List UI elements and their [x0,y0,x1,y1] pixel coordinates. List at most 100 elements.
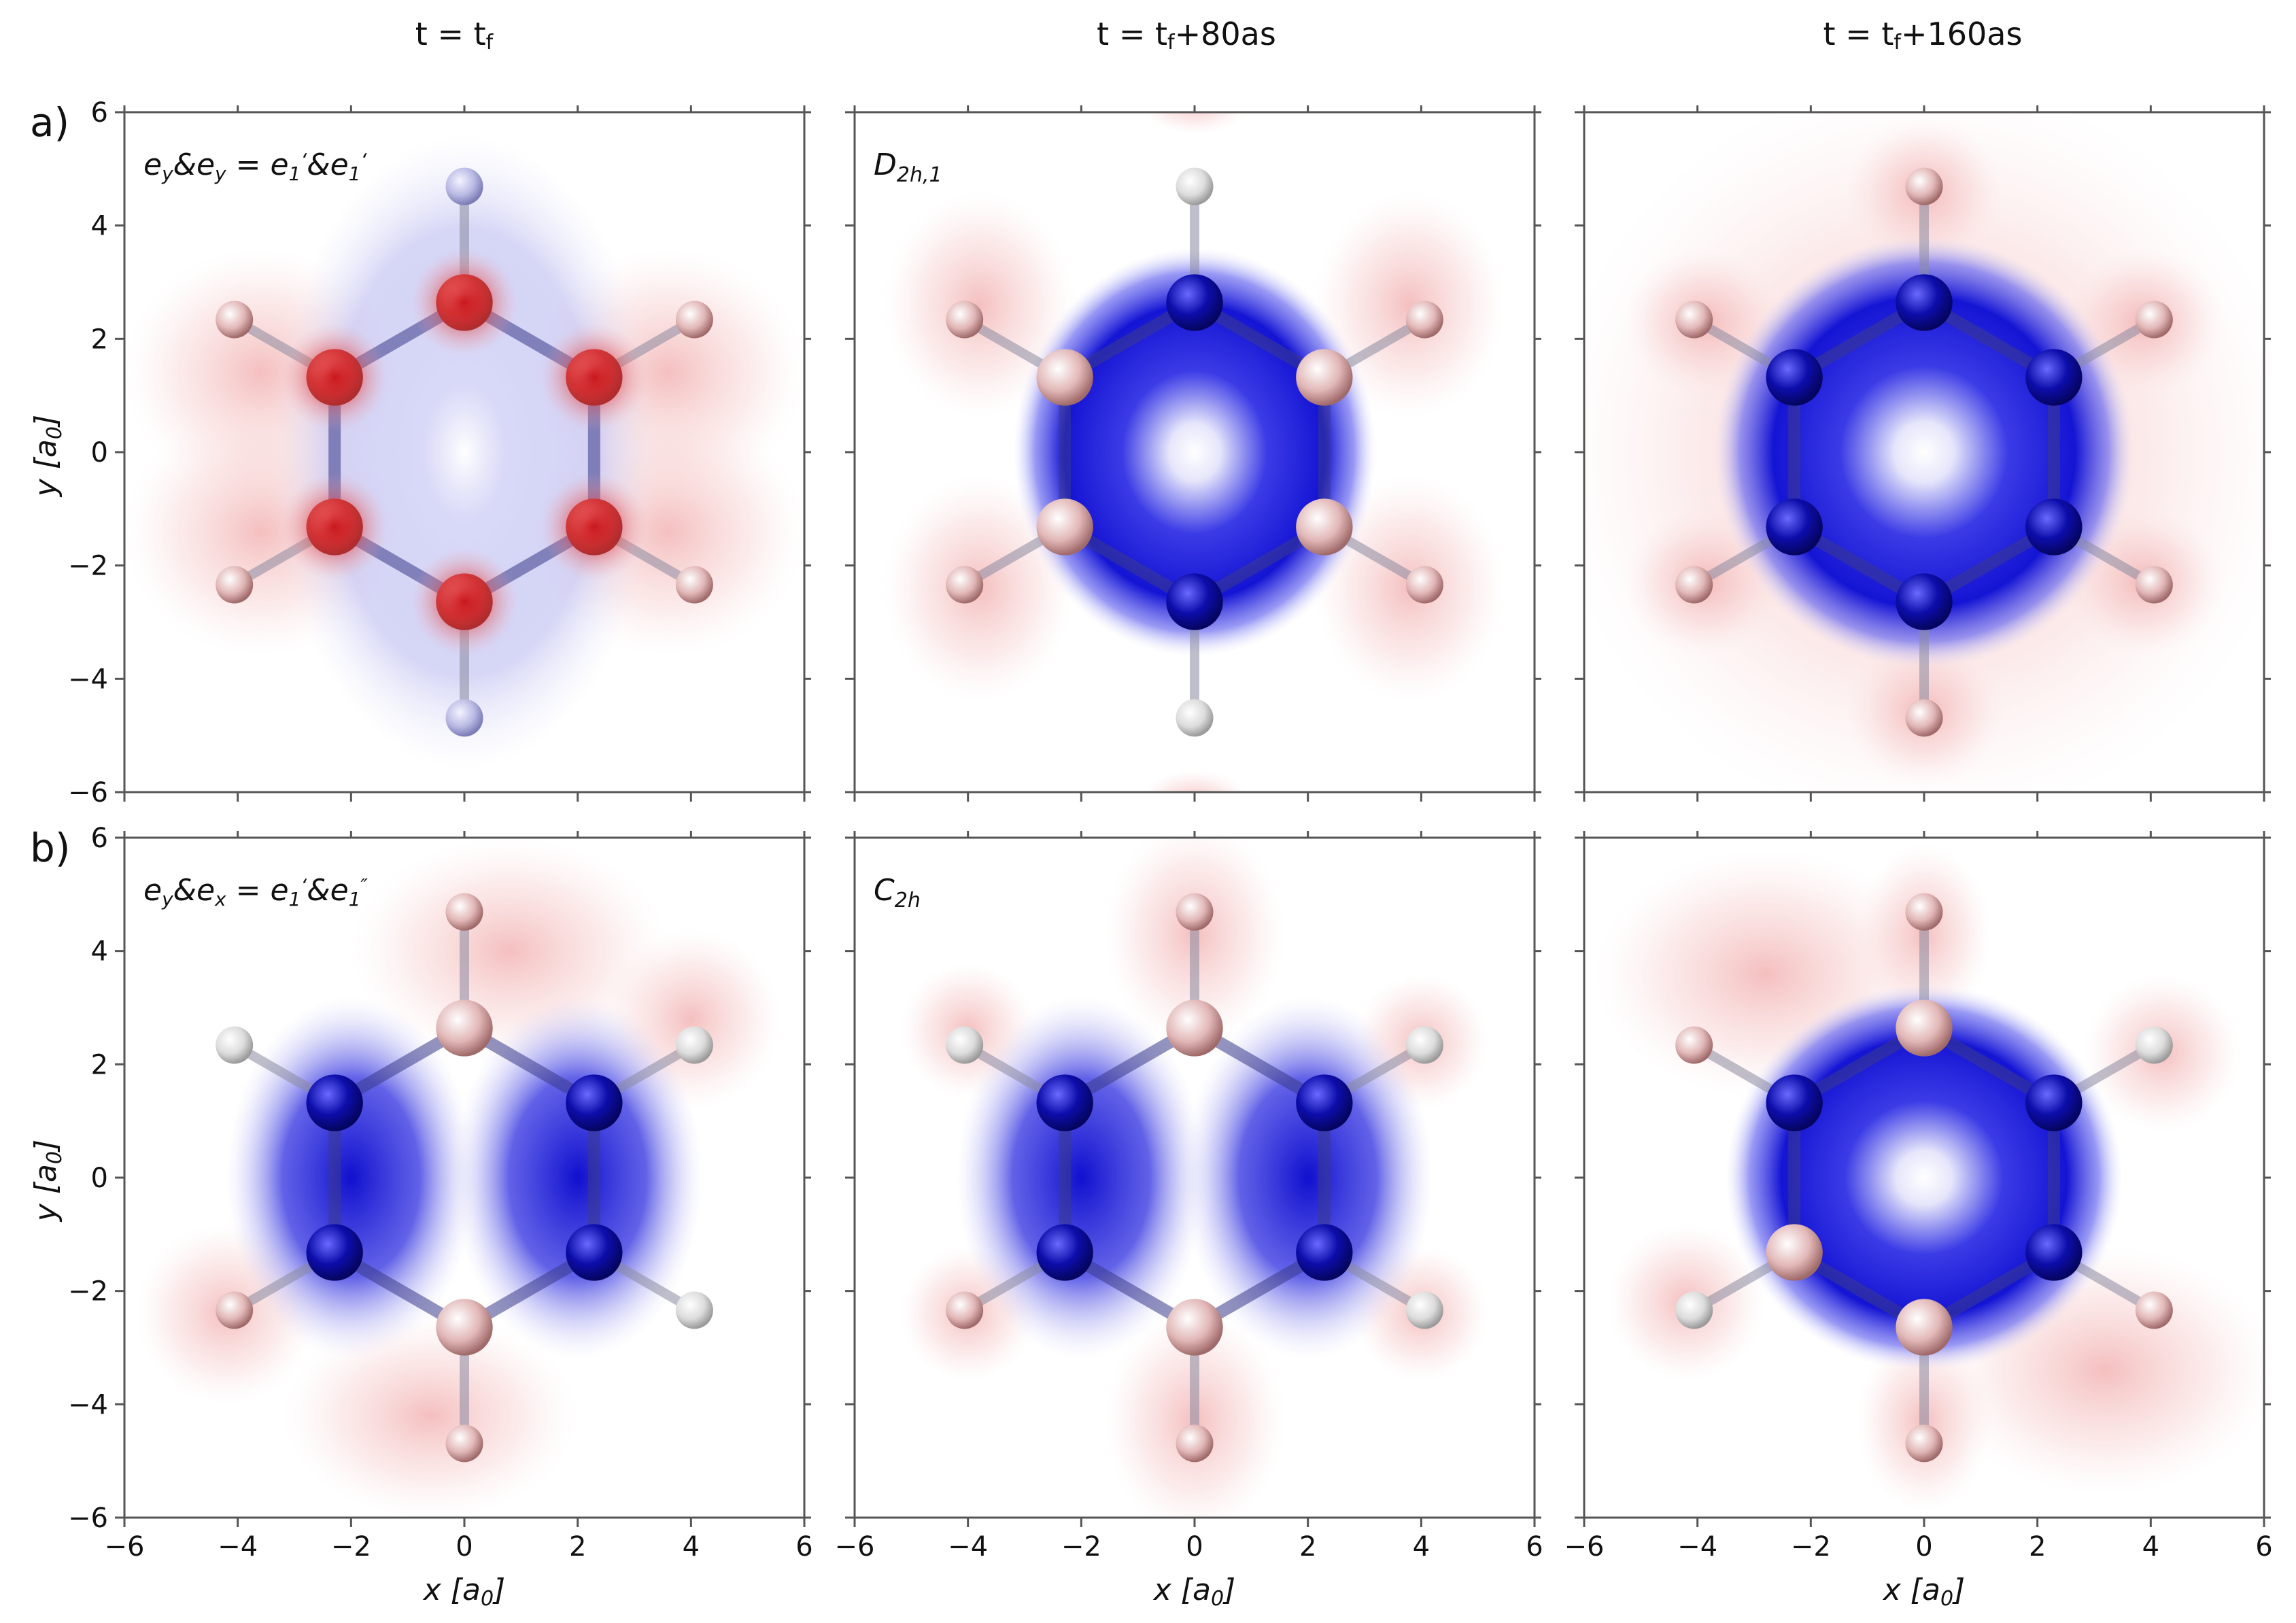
hydrogen-atom [1675,566,1713,604]
hydrogen-atom [675,1026,713,1064]
negative-density [226,996,476,1359]
hydrogen-atom [946,1291,984,1329]
hydrogen-atom [1405,1291,1443,1329]
y-tick-label: −6 [68,777,108,808]
hydrogen-atom [1405,566,1443,604]
atoms [1675,167,2173,737]
hydrogen-atom [675,301,713,339]
x-tick-label: −2 [1061,1531,1101,1562]
x-tick-label: 0 [456,1531,473,1562]
positive-lobe [1314,191,1507,418]
negative-density [957,996,1206,1359]
negative-density [1714,237,2134,668]
panels: −6 −4 −2 0 2 4 6 ey&ey = e1‘&e1‘ D2h,1 −6 −4 −2 0 2 4 6… [68,97,2273,1562]
panel-a-1: −6 −4 −2 0 2 4 6 ey&ey = e1‘&e1‘ [68,97,811,808]
y-tick-label: 6 [91,97,108,129]
x-tick-label: 6 [1526,1531,1543,1562]
carbon-atom [1036,349,1093,406]
x-tick-label: −4 [948,1531,988,1562]
hydrogen-atom [1905,1424,1943,1463]
positive-lobe [540,473,648,581]
carbon-atom [1166,1299,1223,1356]
density-field [124,838,804,1518]
carbon-atom [1896,1299,1953,1356]
panel-label: ey&ey = e1‘&e1‘ [143,148,367,185]
carbon-atom [1296,498,1353,556]
hydrogen-atom [2135,301,2173,339]
density-field [855,112,1535,792]
hydrogen-atom [2135,1291,2173,1329]
x-tick-label: 2 [1299,1531,1316,1562]
panel-label: D2h,1 [874,148,942,187]
carbon-atom [2025,498,2083,556]
density-field [124,112,804,792]
hydrogen-atom [1905,699,1943,737]
column-title-2: t = tf+80as [1097,16,1276,54]
carbon-atom [1296,349,1353,406]
positive-lobe [281,473,389,581]
panel-b-2: −6 −4 −2 0 2 4 6 C2h [835,831,1543,1562]
y-tick-label: 2 [91,1049,108,1080]
hydrogen-atom [1675,301,1713,339]
hydrogen-atom [1176,699,1214,737]
carbon-atom [2025,349,2083,406]
row-label-b: b) [30,825,70,871]
hydrogen-atom [946,1026,984,1064]
carbon-atom [2025,1074,2083,1131]
y-tick-label: −2 [68,1276,108,1308]
column-title-1: t = tf [415,16,494,54]
atoms [216,893,713,1463]
positive-lobe [410,248,519,357]
carbon-atom [306,1074,363,1131]
x-tick-label: 2 [2029,1531,2046,1562]
x-tick-label: −6 [835,1531,875,1562]
carbon-atom [1766,1074,1823,1131]
carbon-atom [1166,274,1223,331]
y-axis-label-row-b: y [a0] [29,1140,67,1223]
hydrogen-atom [675,1291,713,1329]
x-tick-label: 2 [569,1531,586,1562]
x-axis-label-col-2: x [a0] [1152,1573,1235,1611]
x-axis-label-col-1: x [a0] [422,1573,505,1611]
carbon-atom [1896,1000,1953,1057]
positive-lobe [1141,112,1248,135]
carbon-atom [1166,573,1223,630]
panel-label: C2h [874,873,921,912]
x-tick-label: −4 [1677,1531,1717,1562]
x-tick-label: 0 [1186,1531,1203,1562]
density-field [855,838,1535,1518]
density-field [1584,838,2264,1518]
carbon-atom [566,1224,623,1281]
x-tick-label: 6 [2255,1531,2272,1562]
positive-lobe [410,547,519,656]
x-tick-label: 4 [2142,1531,2159,1562]
carbon-atom [436,1299,493,1356]
atoms [946,167,1443,737]
y-axis-label-row-a: y [a0] [29,415,67,498]
carbon-atom [1766,349,1823,406]
x-axis-label-col-3: x [a0] [1882,1573,1965,1611]
x-tick-label: 6 [795,1531,812,1562]
x-tick-label: −4 [218,1531,258,1562]
x-tick-label: −2 [1791,1531,1831,1562]
carbon-atom [1036,1224,1093,1281]
hydrogen-atom [445,1424,483,1463]
hydrogen-atom [946,566,984,604]
hydrogen-atom [1176,167,1214,205]
y-tick-label: −4 [68,664,108,695]
carbon-atom [306,1224,363,1281]
hydrogen-atom [1905,893,1943,931]
carbon-atom [566,1074,623,1131]
x-tick-label: −6 [1564,1531,1605,1562]
row-label-a: a) [30,99,69,146]
panel-b-3: −6 −4 −2 0 2 4 6 [1564,831,2273,1562]
x-tick-label: 4 [683,1531,700,1562]
y-tick-label: 0 [91,437,108,468]
hydrogen-atom [445,699,483,737]
hydrogen-atom [2135,1026,2173,1064]
x-tick-label: −2 [331,1531,371,1562]
carbon-atom [1296,1074,1353,1131]
carbon-atom [1896,274,1953,331]
hydrogen-atom [216,566,254,604]
hydrogen-atom [675,566,713,604]
